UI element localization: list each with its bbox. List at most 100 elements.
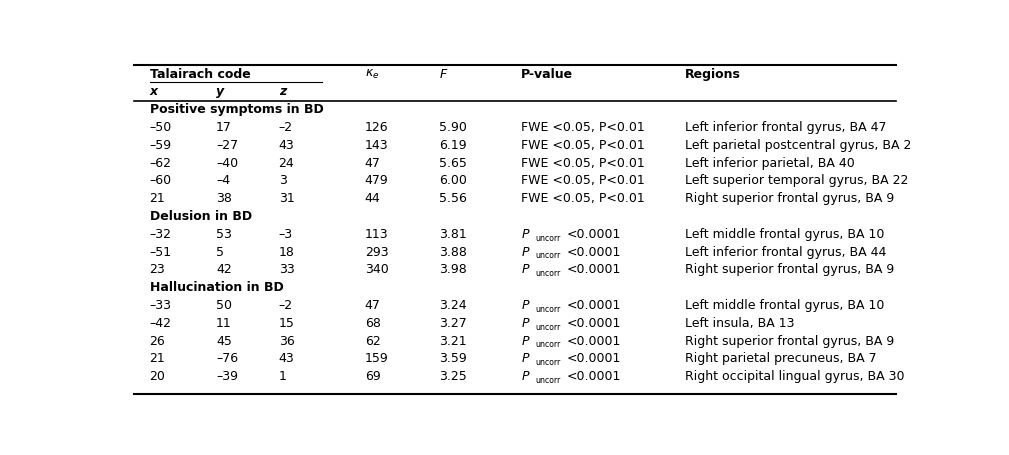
- Text: FWE <0.05, P<0.01: FWE <0.05, P<0.01: [521, 192, 645, 205]
- Text: 3.59: 3.59: [439, 352, 467, 365]
- Text: Left inferior parietal, BA 40: Left inferior parietal, BA 40: [685, 157, 855, 170]
- Text: 3.81: 3.81: [439, 228, 467, 241]
- Text: Right superior frontal gyrus, BA 9: Right superior frontal gyrus, BA 9: [685, 263, 895, 276]
- Text: –3: –3: [278, 228, 293, 241]
- Text: FWE <0.05, P<0.01: FWE <0.05, P<0.01: [521, 157, 645, 170]
- Text: 5.65: 5.65: [439, 157, 467, 170]
- Text: 38: 38: [216, 192, 232, 205]
- Text: <0.0001: <0.0001: [566, 299, 621, 312]
- Text: 45: 45: [216, 334, 232, 348]
- Text: Right parietal precuneus, BA 7: Right parietal precuneus, BA 7: [685, 352, 877, 365]
- Text: Right superior frontal gyrus, BA 9: Right superior frontal gyrus, BA 9: [685, 334, 895, 348]
- Text: 50: 50: [216, 299, 232, 312]
- Text: 21: 21: [149, 192, 165, 205]
- Text: Left inferior frontal gyrus, BA 44: Left inferior frontal gyrus, BA 44: [685, 246, 887, 258]
- Text: uncorr: uncorr: [535, 358, 560, 367]
- Text: <0.0001: <0.0001: [566, 263, 621, 276]
- Text: 3.21: 3.21: [439, 334, 466, 348]
- Text: 6.00: 6.00: [439, 174, 467, 187]
- Text: $\mathit{P}$: $\mathit{P}$: [521, 246, 531, 258]
- Text: Left parietal postcentral gyrus, BA 2: Left parietal postcentral gyrus, BA 2: [685, 139, 911, 152]
- Text: 62: 62: [364, 334, 380, 348]
- Text: 5: 5: [216, 246, 224, 258]
- Text: uncorr: uncorr: [535, 269, 560, 278]
- Text: uncorr: uncorr: [535, 340, 560, 349]
- Text: –40: –40: [216, 157, 238, 170]
- Text: Left middle frontal gyrus, BA 10: Left middle frontal gyrus, BA 10: [685, 299, 885, 312]
- Text: Hallucination in BD: Hallucination in BD: [149, 281, 284, 294]
- Text: 43: 43: [278, 139, 295, 152]
- Text: FWE <0.05, P<0.01: FWE <0.05, P<0.01: [521, 139, 645, 152]
- Text: 44: 44: [364, 192, 380, 205]
- Text: $\mathit{P}$: $\mathit{P}$: [521, 334, 531, 348]
- Text: 47: 47: [364, 299, 380, 312]
- Text: 5.56: 5.56: [439, 192, 467, 205]
- Text: <0.0001: <0.0001: [566, 352, 621, 365]
- Text: 24: 24: [278, 157, 295, 170]
- Text: 11: 11: [216, 317, 232, 330]
- Text: z: z: [278, 86, 286, 98]
- Text: 3.98: 3.98: [439, 263, 467, 276]
- Text: 293: 293: [364, 246, 388, 258]
- Text: 1: 1: [278, 370, 287, 383]
- Text: 3.27: 3.27: [439, 317, 467, 330]
- Text: FWE <0.05, P<0.01: FWE <0.05, P<0.01: [521, 121, 645, 134]
- Text: y: y: [216, 86, 224, 98]
- Text: 36: 36: [278, 334, 295, 348]
- Text: –42: –42: [149, 317, 172, 330]
- Text: Left superior temporal gyrus, BA 22: Left superior temporal gyrus, BA 22: [685, 174, 909, 187]
- Text: 43: 43: [278, 352, 295, 365]
- Text: 3.88: 3.88: [439, 246, 467, 258]
- Text: 3: 3: [278, 174, 287, 187]
- Text: $\mathit{P}$: $\mathit{P}$: [521, 263, 531, 276]
- Text: $\mathit{P}$: $\mathit{P}$: [521, 317, 531, 330]
- Text: –27: –27: [216, 139, 238, 152]
- Text: FWE <0.05, P<0.01: FWE <0.05, P<0.01: [521, 174, 645, 187]
- Text: 69: 69: [364, 370, 380, 383]
- Text: Talairach code: Talairach code: [149, 67, 250, 81]
- Text: –33: –33: [149, 299, 172, 312]
- Text: 143: 143: [364, 139, 388, 152]
- Text: 33: 33: [278, 263, 295, 276]
- Text: 113: 113: [364, 228, 388, 241]
- Text: 21: 21: [149, 352, 165, 365]
- Text: uncorr: uncorr: [535, 233, 560, 243]
- Text: 159: 159: [364, 352, 388, 365]
- Text: Right superior frontal gyrus, BA 9: Right superior frontal gyrus, BA 9: [685, 192, 895, 205]
- Text: uncorr: uncorr: [535, 376, 560, 385]
- Text: <0.0001: <0.0001: [566, 370, 621, 383]
- Text: <0.0001: <0.0001: [566, 334, 621, 348]
- Text: 47: 47: [364, 157, 380, 170]
- Text: 53: 53: [216, 228, 232, 241]
- Text: uncorr: uncorr: [535, 323, 560, 332]
- Text: Left inferior frontal gyrus, BA 47: Left inferior frontal gyrus, BA 47: [685, 121, 887, 134]
- Text: uncorr: uncorr: [535, 305, 560, 314]
- Text: $\mathit{F}$: $\mathit{F}$: [439, 67, 448, 81]
- Text: 6.19: 6.19: [439, 139, 466, 152]
- Text: –50: –50: [149, 121, 172, 134]
- Text: 68: 68: [364, 317, 380, 330]
- Text: 15: 15: [278, 317, 295, 330]
- Text: $\kappa_e$: $\kappa_e$: [364, 67, 379, 81]
- Text: 3.24: 3.24: [439, 299, 466, 312]
- Text: $\mathit{P}$: $\mathit{P}$: [521, 370, 531, 383]
- Text: 3.25: 3.25: [439, 370, 467, 383]
- Text: Positive symptoms in BD: Positive symptoms in BD: [149, 103, 323, 116]
- Text: –51: –51: [149, 246, 172, 258]
- Text: 42: 42: [216, 263, 232, 276]
- Text: 5.90: 5.90: [439, 121, 467, 134]
- Text: P-value: P-value: [521, 67, 573, 81]
- Text: $\mathit{P}$: $\mathit{P}$: [521, 228, 531, 241]
- Text: 18: 18: [278, 246, 295, 258]
- Text: <0.0001: <0.0001: [566, 246, 621, 258]
- Text: –60: –60: [149, 174, 172, 187]
- Text: 479: 479: [364, 174, 388, 187]
- Text: Right occipital lingual gyrus, BA 30: Right occipital lingual gyrus, BA 30: [685, 370, 905, 383]
- Text: Left middle frontal gyrus, BA 10: Left middle frontal gyrus, BA 10: [685, 228, 885, 241]
- Text: Regions: Regions: [685, 67, 742, 81]
- Text: $\mathit{P}$: $\mathit{P}$: [521, 299, 531, 312]
- Text: <0.0001: <0.0001: [566, 228, 621, 241]
- Text: –76: –76: [216, 352, 238, 365]
- Text: 126: 126: [364, 121, 388, 134]
- Text: <0.0001: <0.0001: [566, 317, 621, 330]
